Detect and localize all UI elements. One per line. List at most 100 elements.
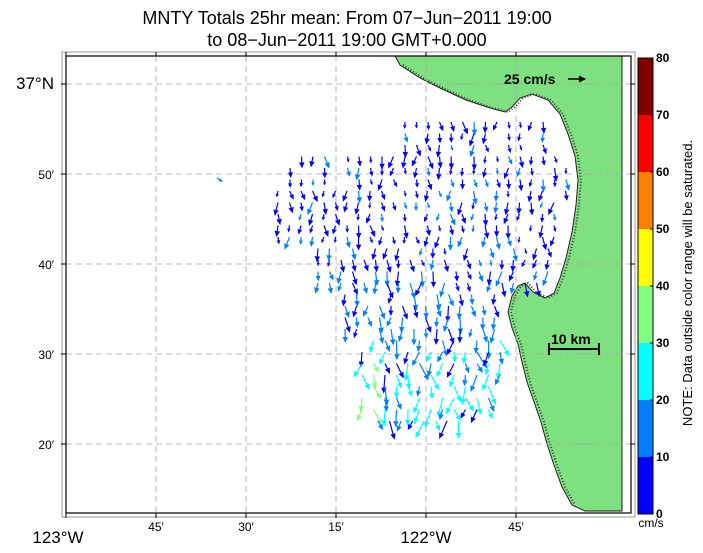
colorbar-tick-label: 20: [656, 393, 670, 407]
current-vector: [359, 191, 360, 197]
current-vector: [329, 260, 330, 263]
current-vector: [525, 249, 526, 252]
colorbar-segment: [638, 343, 653, 400]
current-vector: [371, 180, 372, 183]
reference-vector-label: 25 cm/s: [504, 71, 556, 87]
current-vector: [361, 352, 362, 362]
current-vector: [496, 203, 497, 208]
longitude-label: 123°W: [32, 528, 83, 547]
colorbar-segment: [638, 115, 653, 172]
current-vector: [566, 191, 567, 195]
map-panel: [61, 52, 635, 518]
colorbar-unit-label: cm/s: [638, 516, 663, 530]
current-vector: [531, 203, 532, 210]
current-vector: [427, 134, 428, 139]
current-vector: [440, 157, 441, 163]
current-vector: [459, 306, 460, 314]
current-vector: [419, 341, 420, 347]
map-title-line2: to 08−Jun−2011 19:00 GMT+0.000: [207, 30, 486, 50]
colorbar-segment: [638, 58, 653, 115]
colorbar-tick-label: 10: [656, 450, 670, 464]
current-vector: [462, 134, 463, 137]
colorbar-tick-label: 50: [656, 222, 670, 236]
current-vector: [454, 352, 455, 357]
current-vector: [422, 272, 423, 282]
scale-bar-label: 10 km: [551, 331, 591, 347]
colorbar-segment: [638, 172, 653, 229]
colorbar-tick-label: 70: [656, 108, 670, 122]
current-vector: [448, 306, 449, 316]
current-vector: [451, 145, 452, 148]
current-vector: [543, 122, 544, 128]
map-title-line1: MNTY Totals 25hr mean: From 07−Jun−2011 …: [142, 8, 551, 28]
current-vector: [416, 191, 417, 194]
current-vector: [462, 226, 463, 229]
longitude-label: 15′: [328, 520, 344, 534]
current-vector: [384, 410, 385, 421]
current-vector: [277, 226, 278, 232]
current-vector: [554, 214, 555, 217]
current-vector: [359, 157, 360, 162]
latitude-labels: 37°N50′40′30′20′: [16, 74, 55, 452]
longitude-labels: 123°W45′30′15′122°W45′: [32, 520, 524, 547]
longitude-label: 45′: [148, 520, 164, 534]
current-vector: [289, 226, 290, 229]
latitude-label: 30′: [38, 348, 54, 362]
current-vector: [543, 157, 544, 161]
current-vector: [532, 168, 533, 172]
current-vector: [431, 387, 432, 394]
current-vector: [439, 226, 440, 229]
current-vector: [465, 375, 466, 380]
colorbar-segment: [638, 286, 653, 343]
current-vector: [494, 318, 495, 325]
current-vector: [451, 203, 452, 207]
current-vector: [439, 168, 440, 174]
colorbar-tick-label: 40: [656, 279, 670, 293]
current-vector: [317, 249, 318, 257]
colorbar-segment: [638, 229, 653, 286]
current-vector: [376, 260, 377, 266]
current-vector: [547, 260, 548, 265]
current-vector: [428, 168, 429, 172]
current-vector: [301, 203, 302, 207]
saturation-note: NOTE: Data outside color range will be s…: [680, 140, 695, 426]
latitude-label: 20′: [38, 438, 54, 452]
current-vector: [300, 214, 301, 217]
current-vector: [456, 272, 457, 277]
colorbar-tick-label: 80: [656, 51, 670, 65]
current-vector: [330, 283, 331, 288]
longitude-label: 30′: [238, 520, 254, 534]
current-vector: [402, 318, 403, 327]
current-vector: [520, 180, 521, 186]
latitude-label: 40′: [38, 258, 54, 272]
current-vector: [428, 203, 429, 206]
current-vector: [382, 214, 383, 218]
colorbar-tick-label: 60: [656, 165, 670, 179]
current-vector: [520, 145, 521, 148]
current-vector: [519, 134, 520, 138]
current-vector: [393, 237, 394, 240]
current-vector: [496, 214, 497, 217]
current-vector: [426, 306, 427, 313]
current-vector: [485, 157, 486, 160]
colorbar-segment: [638, 400, 653, 457]
current-vector: [357, 318, 358, 323]
current-vector: [396, 410, 397, 422]
current-vector: [312, 237, 313, 242]
current-vector: [476, 341, 477, 348]
current-vector: [323, 191, 324, 194]
colorbar-segment: [638, 457, 653, 514]
current-vector: [494, 295, 495, 300]
current-vector: [554, 226, 555, 229]
current-vector: [371, 168, 372, 172]
current-vector: [277, 191, 278, 194]
longitude-label: 45′: [508, 520, 524, 534]
current-vector: [375, 283, 376, 289]
latitude-label: 50′: [38, 168, 54, 182]
current-vector: [436, 329, 437, 339]
current-vector: [405, 191, 406, 194]
current-vector: [421, 249, 422, 252]
ocean-area: [66, 56, 631, 513]
colorbar-tick-label: 30: [656, 336, 670, 350]
